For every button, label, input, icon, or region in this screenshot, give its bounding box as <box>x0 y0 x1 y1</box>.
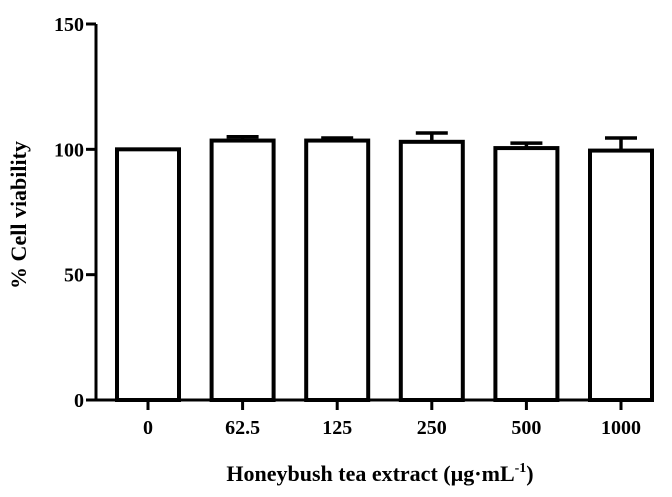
x-tick-label: 250 <box>417 417 447 439</box>
bars <box>115 131 654 403</box>
bar <box>493 146 560 402</box>
x-axis-title-end: ) <box>526 461 533 486</box>
bar <box>304 138 371 402</box>
x-tick-label: 500 <box>511 417 541 439</box>
x-axis-title: Honeybush tea extract (µg·mL-1) <box>226 461 533 486</box>
x-axis-title-main: Honeybush tea extract (µg·mL <box>226 461 514 486</box>
x-axis: 0 62.5 125 250 500 1000 <box>94 398 646 439</box>
bar <box>115 147 181 402</box>
bar <box>209 138 276 402</box>
x-tick-label: 1000 <box>601 417 641 439</box>
y-axis: 0 50 100 150 <box>54 14 98 412</box>
y-tick-label: 100 <box>54 139 84 161</box>
bar <box>398 139 465 403</box>
x-axis-title-superscript: -1 <box>515 461 527 476</box>
y-tick-label: 150 <box>54 14 84 36</box>
bar <box>588 148 654 402</box>
y-tick-label: 0 <box>74 390 84 412</box>
y-tick-label: 50 <box>64 265 84 287</box>
y-axis-title: % Cell viability <box>6 141 31 289</box>
x-tick-label: 62.5 <box>225 417 260 439</box>
x-tick-label: 0 <box>143 417 153 439</box>
x-tick-label: 125 <box>322 417 352 439</box>
